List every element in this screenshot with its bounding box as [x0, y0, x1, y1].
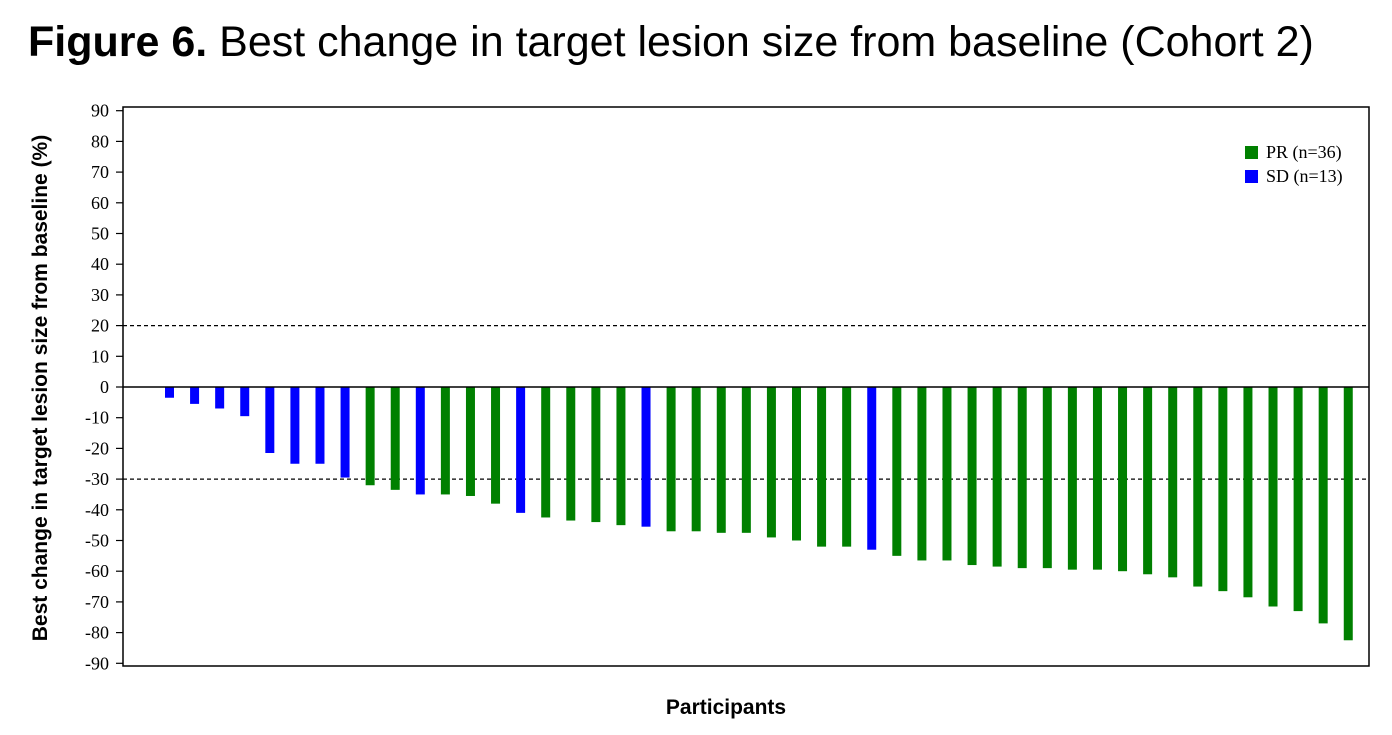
bar — [365, 387, 375, 486]
y-tick-label: 80 — [91, 131, 109, 151]
bar — [992, 387, 1002, 567]
bar — [1293, 387, 1303, 612]
bar — [541, 387, 551, 518]
y-tick-label: -60 — [85, 561, 109, 581]
x-axis-title: Participants — [666, 696, 786, 719]
bar — [190, 387, 200, 404]
bar — [1042, 387, 1052, 569]
legend: PR (n=36) SD (n=13) — [1245, 142, 1343, 187]
bar — [1092, 387, 1102, 570]
bar — [465, 387, 475, 496]
legend-swatch — [1245, 170, 1258, 183]
y-tick-label: -90 — [85, 653, 109, 673]
y-tick-label: -10 — [85, 408, 109, 428]
bar — [240, 387, 250, 417]
y-tick-label: -70 — [85, 592, 109, 612]
figure-title: Figure 6. Best change in target lesion s… — [28, 18, 1314, 67]
bar — [1017, 387, 1027, 569]
y-tick-label: 70 — [91, 162, 109, 182]
bar — [415, 387, 425, 495]
bar — [1318, 387, 1328, 624]
bars — [165, 387, 1353, 641]
y-tick-label: -80 — [85, 623, 109, 643]
bar — [691, 387, 701, 532]
bar — [390, 387, 400, 490]
y-tick-label: 10 — [91, 346, 109, 366]
bar — [666, 387, 676, 532]
bar — [1143, 387, 1153, 575]
y-tick-label: 0 — [100, 377, 109, 397]
legend-label: SD (n=13) — [1266, 166, 1343, 187]
y-axis: 90 80 70 60 50 40 30 20 10 0 -10 -20 -30 -40 -50 -60 -70… — [85, 101, 123, 673]
bar — [942, 387, 952, 561]
bar — [265, 387, 275, 454]
y-tick-label: 30 — [91, 285, 109, 305]
y-tick-label: -50 — [85, 531, 109, 551]
bar — [867, 387, 877, 550]
bar — [215, 387, 225, 409]
bar — [491, 387, 501, 504]
bar — [290, 387, 300, 464]
bar — [616, 387, 626, 526]
legend-label: PR (n=36) — [1266, 142, 1342, 163]
bar — [1067, 387, 1077, 570]
legend-swatch — [1245, 146, 1258, 159]
bar — [917, 387, 927, 561]
y-tick-label: -30 — [85, 469, 109, 489]
y-tick-label: -40 — [85, 500, 109, 520]
y-tick-label: 20 — [91, 316, 109, 336]
figure-title-lead: Figure 6. — [28, 18, 208, 66]
bar — [1268, 387, 1278, 607]
bar — [967, 387, 977, 566]
bar — [1168, 387, 1178, 578]
bar — [516, 387, 526, 513]
bar — [1193, 387, 1203, 587]
bar — [315, 387, 325, 464]
bar — [1243, 387, 1253, 598]
bar — [1118, 387, 1128, 572]
y-tick-label: 90 — [91, 101, 109, 121]
y-tick-label: -20 — [85, 438, 109, 458]
bar — [641, 387, 651, 527]
bar — [892, 387, 902, 556]
bar — [766, 387, 776, 538]
bar — [591, 387, 601, 523]
bar — [440, 387, 450, 495]
bar — [1218, 387, 1228, 592]
bar — [1343, 387, 1353, 641]
bar — [842, 387, 852, 547]
y-tick-label: 40 — [91, 254, 109, 274]
bar — [792, 387, 801, 541]
bar — [817, 387, 827, 547]
y-tick-label: 60 — [91, 193, 109, 213]
bar — [741, 387, 751, 533]
figure-title-text: Best change in target lesion size from b… — [207, 18, 1314, 66]
bar — [716, 387, 726, 533]
y-axis-title: Best change in target lesion size from b… — [29, 135, 52, 641]
y-tick-label: 50 — [91, 224, 109, 244]
bar — [165, 387, 174, 398]
bar — [566, 387, 576, 521]
bar — [340, 387, 350, 478]
